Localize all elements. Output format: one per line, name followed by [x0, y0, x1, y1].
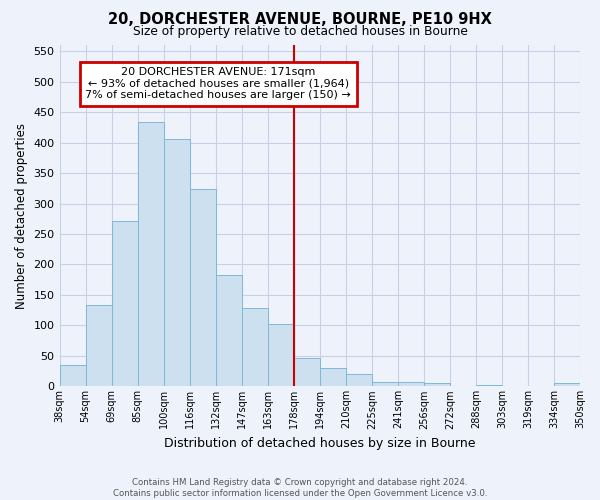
Bar: [398, 382, 424, 386]
Bar: [86, 306, 112, 386]
X-axis label: Distribution of detached houses by size in Bourne: Distribution of detached houses by size …: [164, 437, 476, 450]
Text: 20, DORCHESTER AVENUE, BOURNE, PE10 9HX: 20, DORCHESTER AVENUE, BOURNE, PE10 9HX: [108, 12, 492, 28]
Bar: [424, 384, 450, 386]
Bar: [268, 324, 294, 386]
Text: Contains HM Land Registry data © Crown copyright and database right 2024.
Contai: Contains HM Land Registry data © Crown c…: [113, 478, 487, 498]
Bar: [164, 140, 190, 386]
Text: 20 DORCHESTER AVENUE: 171sqm
← 93% of detached houses are smaller (1,964)
7% of : 20 DORCHESTER AVENUE: 171sqm ← 93% of de…: [85, 67, 351, 100]
Bar: [137, 122, 164, 386]
Bar: [215, 275, 242, 386]
Bar: [554, 384, 580, 386]
Y-axis label: Number of detached properties: Number of detached properties: [15, 122, 28, 308]
Text: Size of property relative to detached houses in Bourne: Size of property relative to detached ho…: [133, 25, 467, 38]
Bar: [294, 358, 320, 386]
Bar: [112, 220, 137, 386]
Bar: [372, 382, 398, 386]
Bar: [346, 374, 372, 386]
Bar: [242, 308, 268, 386]
Bar: [320, 368, 346, 386]
Bar: [59, 365, 86, 386]
Bar: [190, 190, 215, 386]
Bar: [476, 384, 502, 386]
